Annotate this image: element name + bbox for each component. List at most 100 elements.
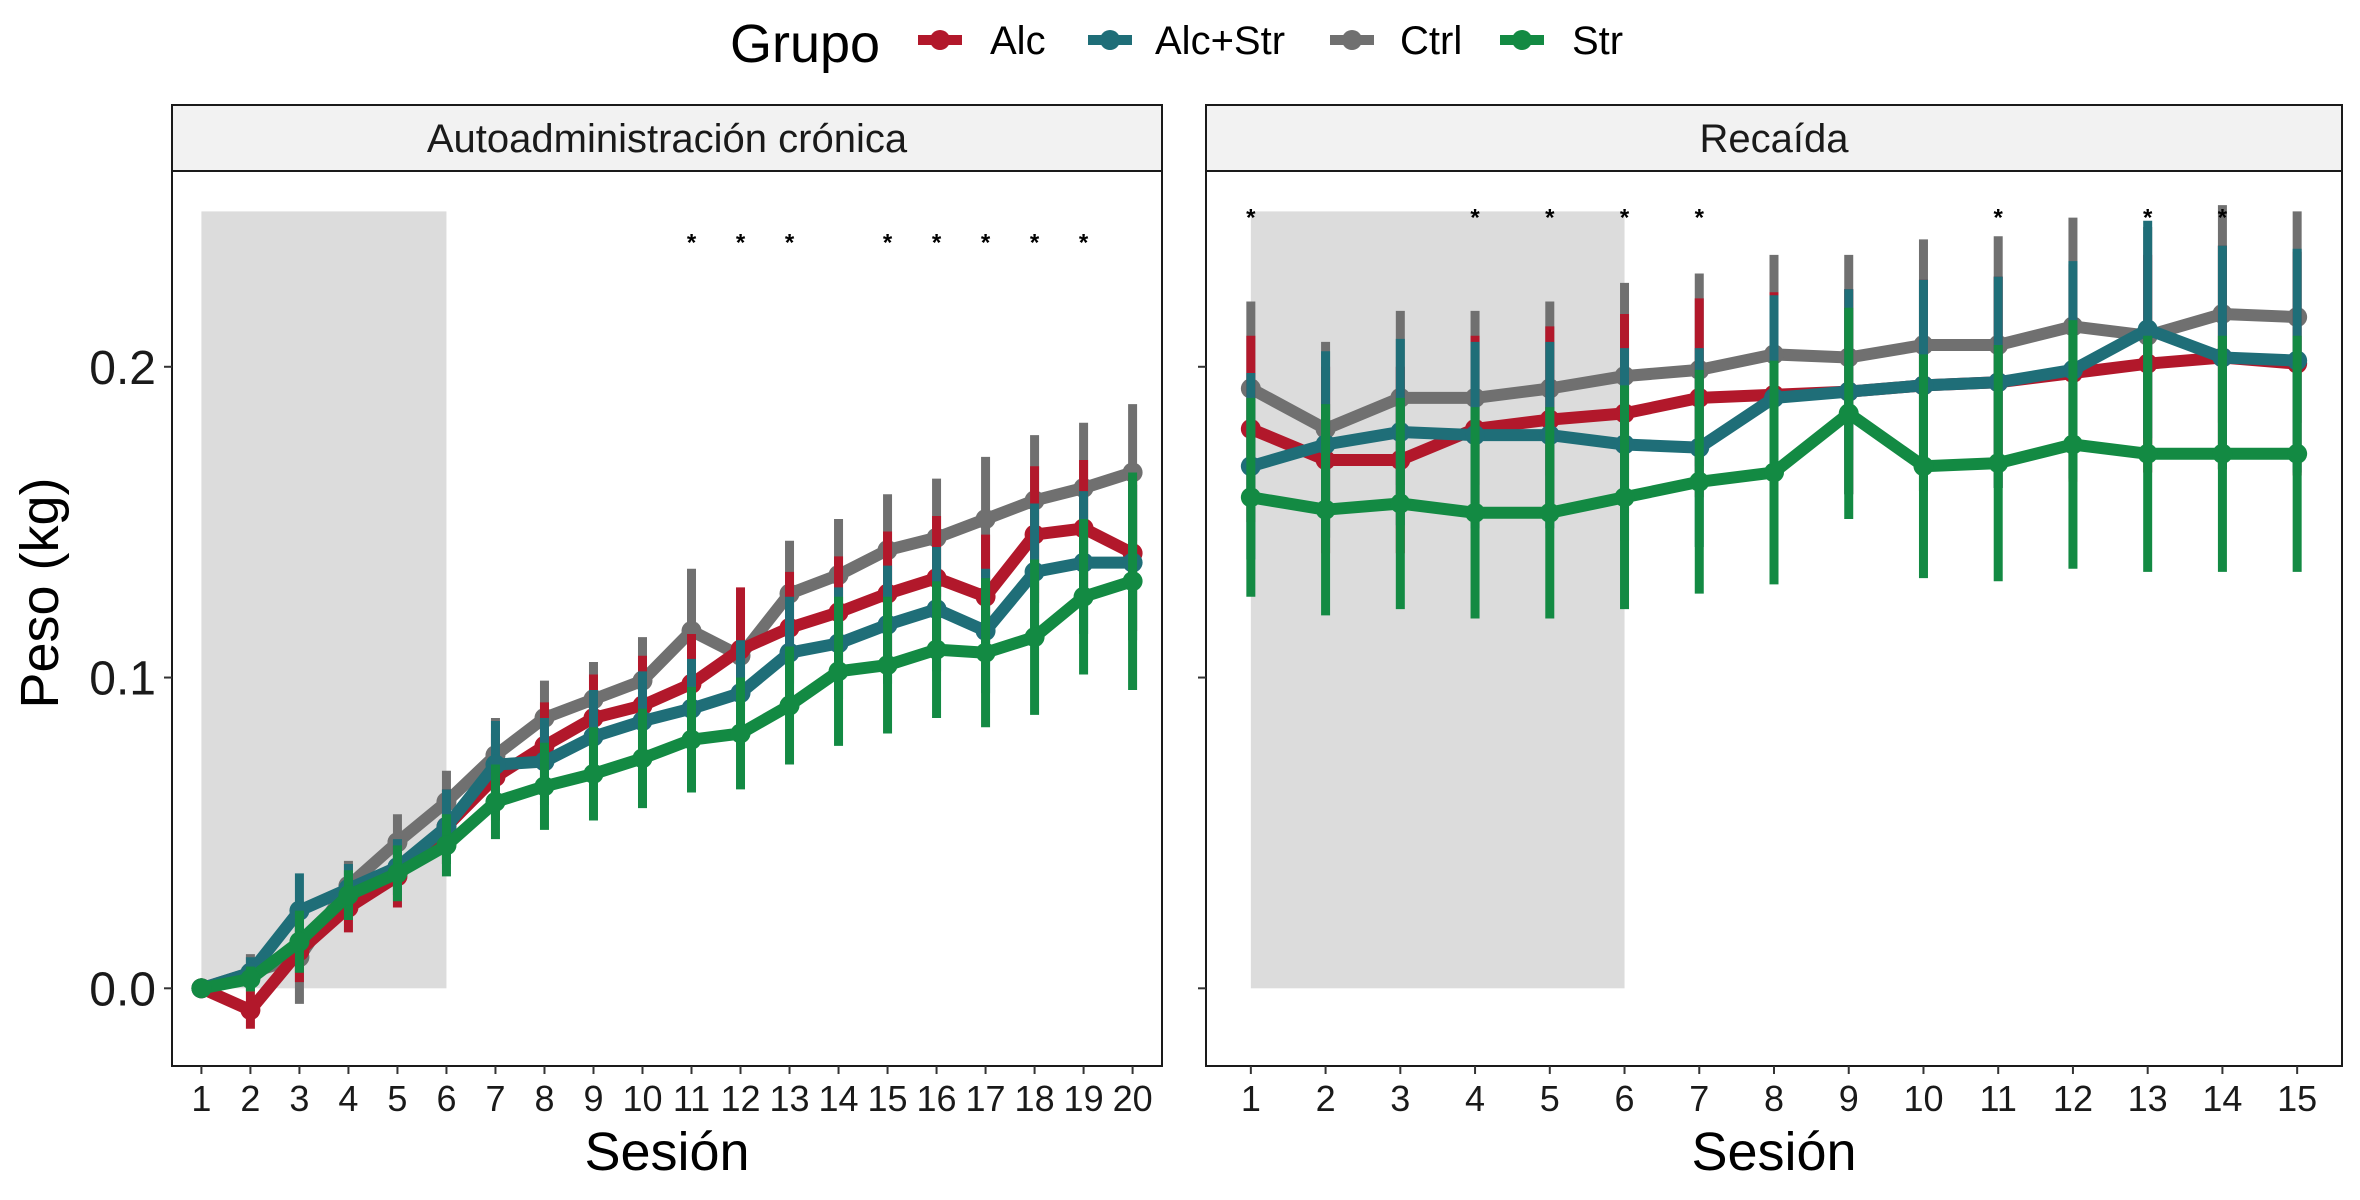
significance-marker: * (2218, 204, 2228, 231)
data-point (1689, 471, 1710, 492)
x-tick-label: 2 (1316, 1078, 1336, 1119)
x-tick-label: 20 (1113, 1078, 1153, 1119)
y-tick-label: 0.2 (89, 342, 156, 395)
x-tick-label: 14 (819, 1078, 859, 1119)
data-point (1913, 456, 1934, 477)
significance-marker: * (883, 229, 893, 256)
x-tick-label: 10 (1903, 1078, 1943, 1119)
data-point (1122, 571, 1143, 592)
x-tick-label: 8 (534, 1078, 554, 1119)
legend-label: Alc+Str (1155, 19, 1285, 63)
data-point (975, 509, 996, 530)
x-tick-label: 13 (770, 1078, 810, 1119)
significance-marker: * (736, 229, 746, 256)
data-point (583, 763, 604, 784)
legend-label: Str (1572, 19, 1623, 63)
significance-marker: * (1470, 204, 1480, 231)
y-axis-title: Peso (kg) (10, 477, 70, 708)
series-str (191, 472, 1143, 999)
data-point (2062, 434, 2083, 455)
series-str (1240, 307, 2308, 619)
legend-label: Alc (990, 19, 1046, 63)
x-tick-label: 6 (1615, 1078, 1635, 1119)
legend-key-point (1342, 30, 1362, 50)
x-tick-label: 12 (2053, 1078, 2093, 1119)
x-axis-title: Sesión (1691, 1122, 1856, 1182)
data-point (2137, 319, 2158, 340)
data-point (1390, 493, 1411, 514)
data-point (1988, 453, 2009, 474)
x-axis-title: Sesión (584, 1122, 749, 1182)
x-tick-label: 15 (868, 1078, 908, 1119)
significance-marker: * (1246, 204, 1256, 231)
significance-marker: * (687, 229, 697, 256)
data-point (2212, 443, 2233, 464)
significance-marker: * (932, 229, 942, 256)
legend-item-alcstr: Alc+Str (1088, 19, 1285, 63)
data-point (1240, 487, 1261, 508)
data-point (1539, 502, 1560, 523)
x-tick-label: 4 (338, 1078, 358, 1119)
x-tick-label: 5 (1540, 1078, 1560, 1119)
data-point (2287, 443, 2308, 464)
x-tick-label: 12 (720, 1078, 760, 1119)
legend-title: Grupo (730, 14, 880, 74)
legend-label: Ctrl (1400, 19, 1462, 63)
x-tick-label: 14 (2202, 1078, 2242, 1119)
significance-marker: * (2143, 204, 2153, 231)
x-tick-label: 1 (1241, 1078, 1261, 1119)
panel-strip (171, 104, 1163, 172)
significance-marker: * (1545, 204, 1555, 231)
data-point (730, 723, 751, 744)
data-point (877, 655, 898, 676)
legend-key-point (1512, 30, 1532, 50)
x-tick-label: 7 (1689, 1078, 1709, 1119)
data-point (1614, 487, 1635, 508)
significance-markers: * * * * * * * * (1246, 204, 2228, 231)
x-tick-label: 5 (387, 1078, 407, 1119)
x-tick-label: 9 (583, 1078, 603, 1119)
significance-marker: * (785, 229, 795, 256)
data-point (1465, 502, 1486, 523)
x-tick-label: 17 (966, 1078, 1006, 1119)
data-point (1764, 462, 1784, 483)
legend-key-point (1100, 30, 1120, 50)
x-tick-label: 1 (191, 1078, 211, 1119)
panel-title: Autoadministración crónica (427, 117, 908, 161)
data-point (926, 639, 947, 660)
shaded-region (1250, 211, 1625, 989)
y-tick-label: 0.0 (89, 963, 156, 1016)
legend-key-point (930, 30, 950, 50)
data-point (485, 791, 506, 812)
data-point (387, 863, 408, 884)
x-tick-label: 16 (917, 1078, 957, 1119)
data-point (240, 968, 261, 989)
panel-title: Recaída (1700, 117, 1850, 161)
legend: Grupo Alc Alc+Str Ctrl Str (730, 14, 1623, 74)
x-tick-label: 11 (1980, 1078, 2017, 1119)
x-tick-label: 13 (2128, 1078, 2168, 1119)
significance-marker: * (1620, 204, 1630, 231)
x-tick-label: 19 (1064, 1078, 1104, 1119)
panel-autoadministraci-n-cr-nica: Autoadministración crónica * * * * * * * * 0.0 0.1… (89, 104, 1163, 1182)
panel-border (171, 170, 1163, 1067)
x-tick-label: 6 (436, 1078, 456, 1119)
x-tick-label: 2 (240, 1078, 260, 1119)
data-point (1073, 586, 1094, 607)
data-point (828, 661, 849, 682)
data-point (975, 642, 996, 663)
x-tick-label: 10 (622, 1078, 662, 1119)
data-point (1315, 499, 1336, 520)
data-point (681, 729, 702, 750)
x-tick-label: 18 (1015, 1078, 1055, 1119)
data-point (681, 620, 702, 641)
significance-marker: * (1994, 204, 2004, 231)
x-tick-label: 3 (289, 1078, 309, 1119)
significance-markers: * * * * * * * * (687, 229, 1089, 256)
significance-marker: * (1079, 229, 1089, 256)
data-point (1838, 403, 1859, 424)
legend-item-ctrl: Ctrl (1330, 19, 1462, 63)
data-point (534, 776, 555, 797)
data-point (779, 695, 800, 716)
